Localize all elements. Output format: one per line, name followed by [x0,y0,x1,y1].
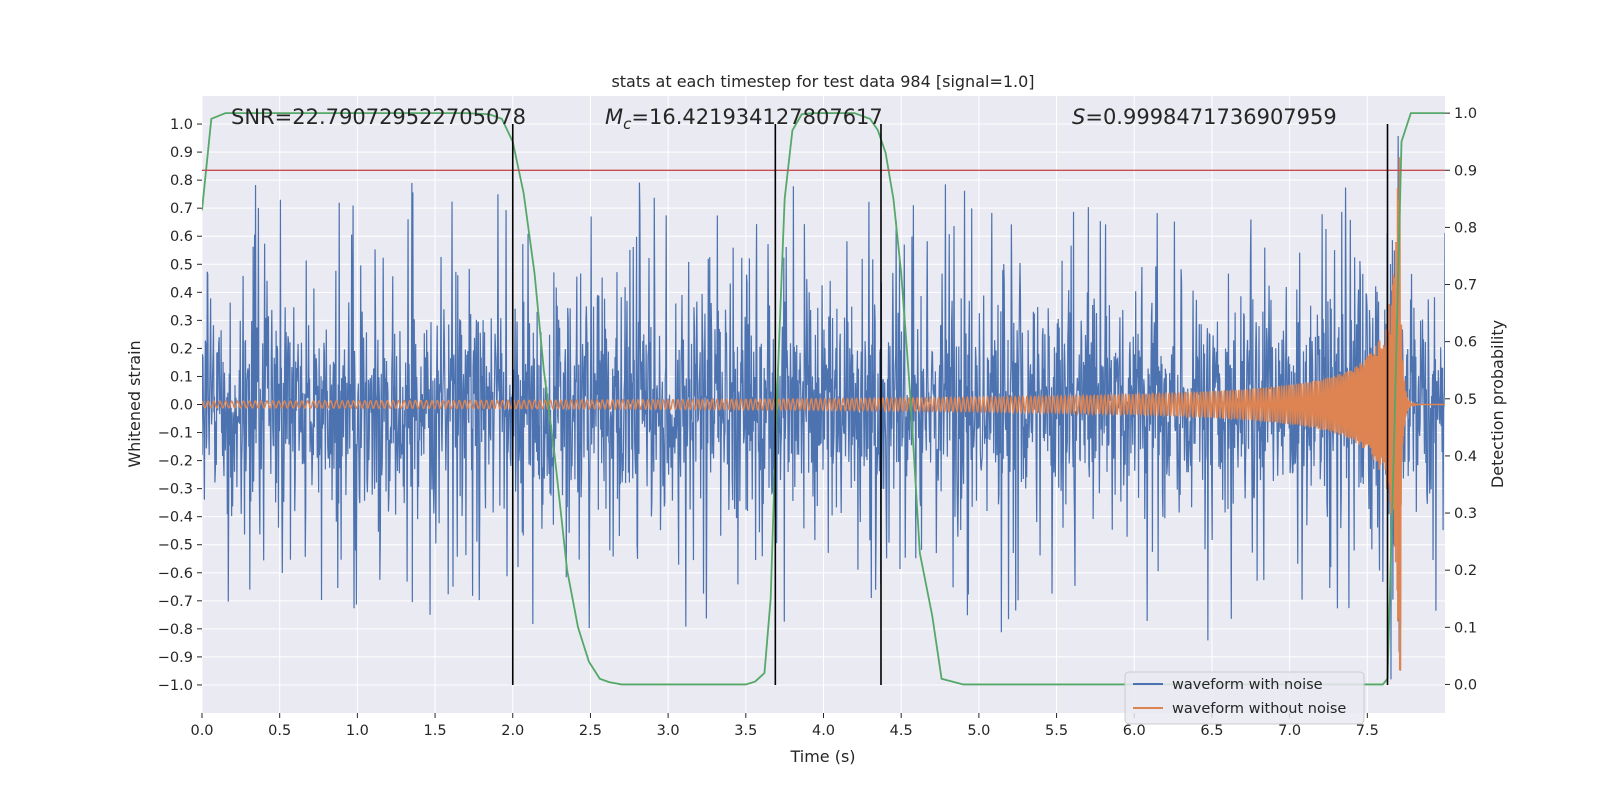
y-tick-label: −0.5 [158,538,193,554]
y-tick-label: 0.9 [170,145,193,161]
y-tick-label: −0.9 [158,650,193,666]
waveform-with-noise-line [202,136,1445,680]
chirp-mass-annotation: Mc=16.421934127807617 [605,105,883,133]
legend-label-clean: waveform without noise [1172,701,1346,717]
y2-tick-label: 0.2 [1454,563,1477,579]
x-tick-label: 4.5 [890,723,913,739]
y-tick-label: 1.0 [170,117,193,133]
x-axis-label: Time (s) [789,747,855,766]
y-axis-label: Whitened strain [125,340,144,467]
y2-axis-label: Detection probability [1488,320,1507,488]
x-tick-label: 6.0 [1123,723,1146,739]
score-value: =0.9998471736907959 [1085,105,1336,129]
chirp-mass-value: =16.421934127807617 [631,105,882,129]
reference-lines-layer [202,124,1445,685]
x-tick-label: 3.0 [657,723,680,739]
x-tick-label: 0.0 [190,723,213,739]
y-tick-label: 0.5 [170,257,193,273]
y-tick-label: 0.7 [170,201,193,217]
legend-box [1124,671,1365,725]
y2-tick-label: 1.0 [1454,106,1477,122]
y-tick-label: 0.4 [170,285,193,301]
chirp-mass-subscript: c [623,115,632,133]
x-tick-label: 0.5 [268,723,291,739]
x-tick-label: 3.5 [734,723,757,739]
x-tick-label: 2.0 [501,723,524,739]
x-tick-label: 7.0 [1278,723,1301,739]
score-symbol: S [1072,105,1085,129]
x-tick-label: 2.5 [579,723,602,739]
y-tick-label: 0.3 [170,313,193,329]
y2-tick-label: 0.0 [1454,677,1477,693]
y-tick-label: 0.0 [170,398,193,414]
x-tick-label: 1.5 [424,723,447,739]
x-tick-label: 5.5 [1045,723,1068,739]
y-tick-label: 0.6 [170,229,193,245]
x-tick-label: 4.0 [812,723,835,739]
score-annotation: S=0.9998471736907959 [1072,105,1337,129]
y-tick-label: −0.8 [158,622,193,638]
x-tick-label: 7.5 [1356,723,1379,739]
chart-title: stats at each timestep for test data 984… [611,72,1034,91]
y-tick-label: −0.3 [158,482,193,498]
waveform-without-noise-line [202,157,1445,671]
y-tick-label: −0.1 [158,426,193,442]
axes: 1.0 0.9 0.8 0.7 0.6 0.5 0.4 0.3 0.2 0.1 0.0 −0.1 −0.… [158,106,1477,739]
y-tick-label: −0.4 [158,510,193,526]
y-tick-label: −0.6 [158,566,193,582]
y-tick-label: 0.8 [170,173,193,189]
x-tick-label: 1.0 [346,723,369,739]
x-tick-label: 5.0 [967,723,990,739]
legend: waveform with noise waveform without noi… [1124,671,1365,725]
y-tick-label: −0.2 [158,454,193,470]
y2-tick-label: 0.4 [1454,449,1477,465]
y-tick-label: 0.2 [170,341,193,357]
snr-annotation: SNR=22.790729522705078 [231,105,526,129]
y2-tick-label: 0.9 [1454,163,1477,179]
noise-series-layer [202,136,1445,680]
y2-tick-label: 0.7 [1454,278,1477,294]
y2-tick-label: 0.5 [1454,392,1477,408]
clean-series-layer [202,157,1445,671]
y2-tick-label: 0.3 [1454,506,1477,522]
y2-tick-label: 0.1 [1454,620,1477,636]
y-tick-label: −1.0 [158,678,193,694]
y2-tick-label: 0.6 [1454,335,1477,351]
x-tick-label: 6.5 [1200,723,1223,739]
y-tick-label: −0.7 [158,594,193,610]
chirp-mass-symbol: M [605,105,623,129]
legend-label-noise: waveform with noise [1172,677,1323,693]
y-tick-label: 0.1 [170,369,193,385]
y2-tick-label: 0.8 [1454,220,1477,236]
